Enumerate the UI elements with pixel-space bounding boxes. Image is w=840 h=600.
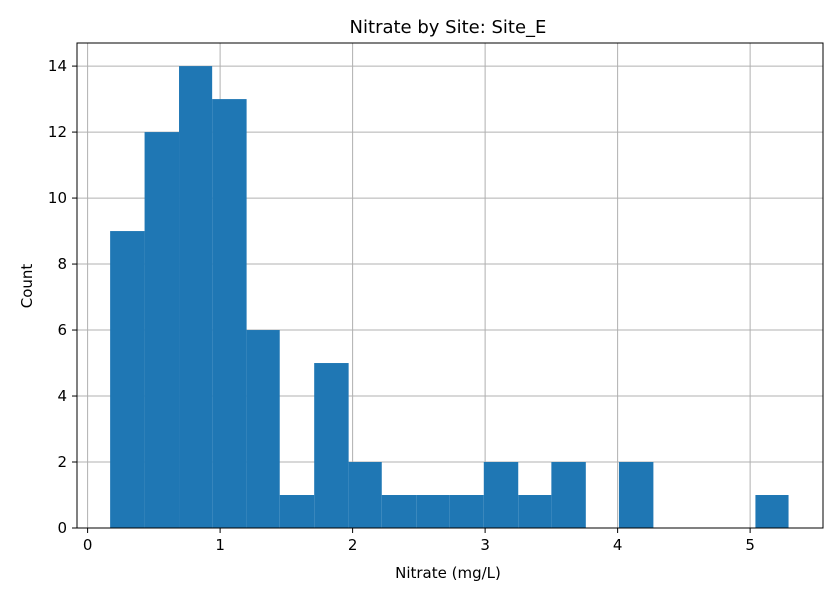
x-tick-label: 3 [480,536,490,554]
bars-layer [110,66,789,528]
y-tick-label: 12 [48,123,67,141]
histogram-bar [483,462,519,528]
x-tick-label: 5 [745,536,755,554]
histogram-bar [314,363,349,528]
y-tick-label: 10 [48,189,67,207]
histogram-bar [618,462,654,528]
histogram-bar [755,495,789,528]
histogram-bar [246,330,280,528]
histogram-bar [110,231,145,528]
plot-frame [76,42,824,529]
x-tick-label: 4 [613,536,623,554]
y-tick-label: 14 [48,57,67,75]
histogram-bar [179,66,213,528]
y-tick-label: 0 [57,519,67,537]
histogram-bar [212,99,247,528]
x-tick-label: 0 [83,536,93,554]
axes-layer [76,42,824,529]
histogram-bar [416,495,450,528]
x-tick-label: 2 [348,536,358,554]
y-axis-label: Count [18,264,36,309]
histogram-bar [144,132,180,528]
histogram-bar [279,495,315,528]
histogram-bar [381,495,417,528]
histogram-bar [449,495,484,528]
y-tick-label: 2 [57,453,67,471]
chart-title: Nitrate by Site: Site_E [350,17,547,38]
histogram-bar [348,462,382,528]
x-tick-label: 1 [215,536,225,554]
y-tick-label: 4 [57,387,67,405]
histogram-bar [551,462,586,528]
histogram-bar [518,495,552,528]
y-tick-label: 6 [57,321,67,339]
x-axis-label: Nitrate (mg/L) [395,564,501,582]
y-tick-label: 8 [57,255,67,273]
